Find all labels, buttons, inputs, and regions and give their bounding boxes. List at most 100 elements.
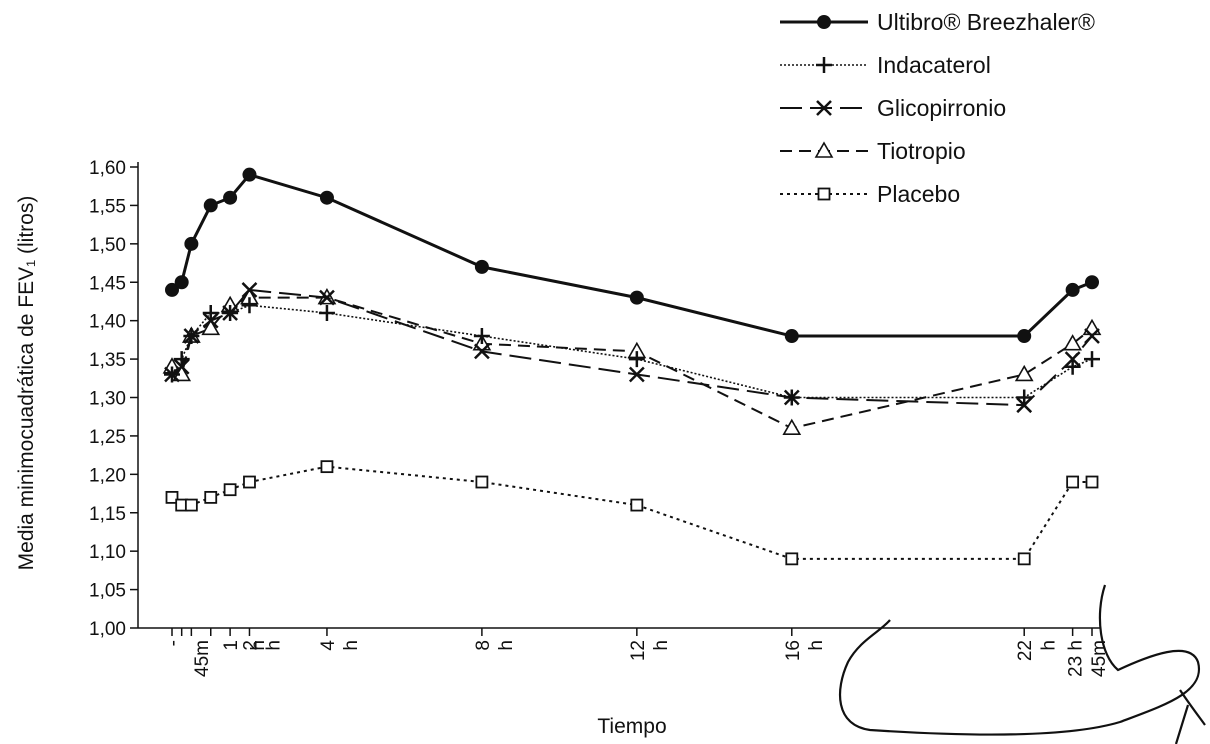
x-tick-label: h [264,640,285,651]
x-tick-label: 2 [240,640,261,651]
legend-label: Glicopirronio [877,95,1006,121]
x-tick-label: 23 h [1066,640,1087,677]
data-point [184,498,198,512]
x-tick-label: - [163,640,184,646]
x-tick-label: h [341,640,362,651]
legend-label: Tiotropio [877,138,966,164]
data-point [816,100,832,116]
data-point [628,366,645,383]
data-point [628,351,645,368]
data-point [223,483,237,497]
data-point [203,198,218,213]
legend-label: Placebo [877,181,960,207]
data-point [474,259,489,274]
legend: Ultibro® Breezhaler® Indacaterol Glicopirr… [780,9,1095,207]
data-point [320,460,334,474]
legend-item: Glicopirronio [780,95,1006,121]
axes: 1,00 1,05 1,10 1,15 1,20 1,25 1,30 1,35 1,40 1,45… [89,158,1110,677]
data-point [204,490,218,504]
data-point [782,418,802,436]
data-point [1014,364,1034,382]
y-tick-label: 1,10 [89,542,126,563]
x-tick-label: 22 [1015,640,1036,661]
series-line [171,296,1093,430]
data-point [817,15,831,29]
data-point [242,167,257,182]
data-point [1063,334,1083,351]
data-point [222,304,239,321]
data-point [223,190,238,205]
x-tick-label: 8 [473,640,494,651]
data-point [201,318,221,336]
data-point [816,57,832,73]
series-ultibro-breezhaler- [165,167,1099,344]
data-point [1065,282,1080,297]
x-tick-label: 12 [628,640,649,661]
data-point [1017,329,1032,344]
legend-item: Tiotropio [780,138,966,164]
y-tick-label: 1,60 [89,158,126,179]
data-point [165,490,179,504]
y-tick-label: 1,15 [89,504,126,525]
data-point [475,475,489,489]
data-point [165,282,179,297]
data-point [1017,552,1031,566]
data-point [184,236,199,251]
data-point [174,275,189,290]
x-tick-label: 1 [221,640,242,651]
x-tick-label: h [496,640,517,651]
series-indacaterol [164,297,1100,406]
y-tick-label: 1,55 [89,196,126,217]
y-axis-title: Media minimocuadrática de FEV₁ (litros) [15,196,38,571]
data-point [319,289,335,306]
data-point [474,343,490,360]
data-point [241,297,258,314]
x-tick-label: h [1038,640,1059,651]
data-point [319,190,334,205]
data-point [164,366,180,383]
data-point [1016,389,1033,406]
legend-label: Ultibro® Breezhaler® [877,9,1095,35]
legend-label: Indacaterol [877,52,991,78]
data-point [1084,328,1100,344]
x-tick-label: 45m [192,640,213,677]
data-point [473,328,490,345]
data-point [817,187,831,201]
data-point [183,328,200,345]
data-point [629,290,644,305]
x-tick-label: 4 [318,640,339,651]
series-line [171,288,1093,407]
y-tick-label: 1,30 [89,389,126,410]
data-point [202,304,219,321]
y-tick-label: 1,35 [89,350,126,371]
x-tick-label: h [651,640,672,651]
y-tick-label: 1,40 [89,312,126,333]
series-line [171,465,1092,560]
data-point [630,498,644,512]
series-layer [162,167,1102,566]
legend-item: Placebo [780,181,960,207]
x-axis-title: Tiempo [597,715,666,738]
data-point [243,475,256,489]
data-point [783,389,800,406]
signature-scribble [838,584,1206,744]
y-tick-label: 1,05 [89,581,126,602]
y-tick-label: 1,45 [89,273,126,294]
data-point [1085,275,1099,290]
y-tick-label: 1,25 [89,427,126,448]
data-point [318,304,335,321]
data-point [784,329,799,344]
y-tick-label: 1,20 [89,465,126,486]
legend-item: Ultibro® Breezhaler® [780,9,1095,35]
data-point [814,141,834,158]
x-tick-label: h [248,640,269,651]
data-point [1085,475,1099,489]
data-point [1082,318,1102,336]
data-point [173,351,190,368]
data-point [241,282,258,298]
data-point [785,552,799,566]
data-point [1084,351,1100,368]
series-placebo [165,460,1099,566]
y-tick-label: 1,50 [89,235,126,256]
